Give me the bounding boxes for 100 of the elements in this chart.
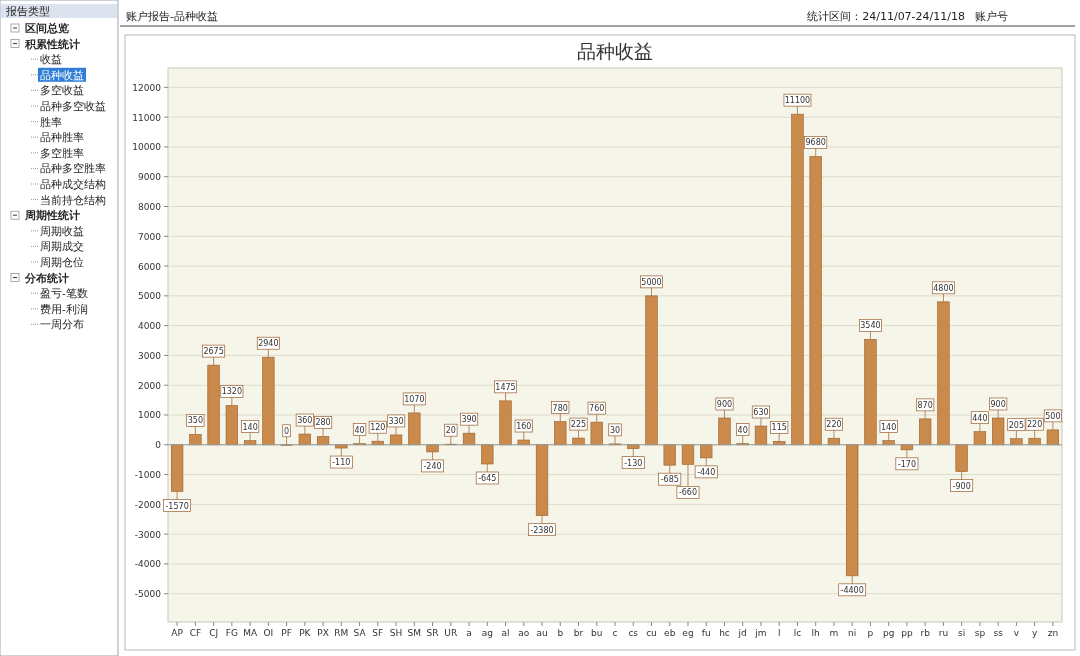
data-label: 440	[972, 413, 988, 423]
x-tick-label: m	[829, 628, 839, 638]
x-tick-label: eg	[682, 628, 694, 638]
y-tick-label: 11000	[132, 112, 162, 123]
y-tick-label: -4000	[134, 559, 162, 570]
data-label: 900	[716, 399, 733, 409]
data-label: 140	[881, 422, 897, 432]
x-tick-label: cu	[646, 628, 657, 638]
data-label: 120	[370, 423, 386, 433]
text: 品种收益	[40, 68, 84, 81]
data-label: 9680	[805, 138, 826, 148]
y-tick-label: -1000	[134, 470, 162, 481]
text: 账户号	[975, 10, 1008, 23]
data-label: -645	[478, 473, 497, 483]
text: 多空胜率	[40, 146, 84, 159]
x-tick-label: CF	[189, 628, 202, 638]
data-label: -660	[678, 488, 698, 498]
x-tick-label: y	[1031, 628, 1038, 638]
x-tick-label: bu	[591, 628, 603, 638]
data-label: 4800	[933, 283, 954, 293]
data-label: 330	[388, 416, 404, 426]
data-label: -2380	[530, 525, 554, 535]
data-label: 780	[552, 403, 568, 413]
text: 周期成交	[40, 240, 84, 253]
y-tick-label: 5000	[138, 291, 162, 302]
data-label: 360	[297, 416, 313, 426]
x-tick-label: SA	[353, 628, 367, 638]
text: 区间总览	[25, 22, 69, 34]
y-tick-label: 0	[155, 440, 162, 451]
x-tick-label: ss	[993, 628, 1004, 638]
x-tick-label: PK	[299, 628, 312, 638]
data-label: 30	[609, 425, 621, 435]
text: 品种胜率	[40, 131, 84, 144]
x-tick-label: pp	[901, 628, 913, 638]
x-tick-label: FG	[225, 628, 238, 638]
text: 周期性统计	[24, 209, 80, 222]
x-tick-label: v	[1013, 628, 1020, 638]
data-label: 160	[516, 422, 532, 432]
x-tick-label: l	[777, 628, 781, 638]
data-label: -170	[897, 459, 916, 469]
x-tick-label: hc	[719, 628, 730, 638]
text: 统计区间：24/11/07-24/11/18	[807, 10, 965, 23]
x-tick-label: CJ	[209, 628, 219, 638]
data-label: 225	[570, 420, 587, 430]
text: 周期仓位	[40, 256, 84, 268]
y-tick-label: 2000	[138, 380, 162, 391]
data-label: 870	[917, 400, 933, 410]
text: 报告类型	[5, 5, 50, 17]
x-tick-label: ru	[938, 628, 949, 638]
y-tick-label: 12000	[132, 82, 162, 93]
y-tick-label: 4000	[138, 321, 162, 332]
data-label: 2940	[258, 339, 279, 349]
text: 品种成交结构	[40, 178, 106, 190]
x-tick-label: AP	[171, 628, 184, 638]
x-tick-label: SF	[372, 628, 384, 638]
x-tick-label: OI	[263, 628, 274, 638]
y-tick-label: -5000	[134, 589, 162, 600]
data-label: 5000	[641, 277, 662, 287]
text: 多空收益	[40, 84, 84, 97]
x-tick-label: rb	[920, 628, 931, 638]
y-tick-label: 1000	[138, 410, 162, 421]
x-tick-label: SR	[426, 628, 439, 638]
y-tick-label: 10000	[132, 142, 162, 153]
data-label: 1070	[404, 394, 425, 404]
text: 费用-利润	[40, 302, 88, 315]
y-tick-label: 9000	[138, 172, 162, 183]
x-tick-label: ni	[848, 628, 857, 638]
data-label: 220	[1026, 420, 1043, 430]
x-tick-label: zn	[1047, 628, 1059, 638]
x-tick-label: al	[501, 628, 510, 638]
data-label: 2675	[203, 347, 224, 357]
data-label: -440	[697, 467, 716, 477]
data-label: -685	[660, 475, 679, 485]
data-label: 140	[242, 422, 258, 432]
data-label: 1475	[495, 382, 516, 392]
data-label: 3540	[860, 321, 881, 331]
x-tick-label: au	[536, 628, 548, 638]
data-label: 500	[1045, 411, 1061, 421]
data-label: 0	[284, 426, 290, 436]
x-tick-label: c	[612, 628, 618, 638]
x-tick-label: ag	[481, 628, 493, 638]
x-tick-label: cs	[628, 628, 639, 638]
data-label: 40	[354, 425, 365, 435]
y-tick-label: 7000	[138, 231, 162, 242]
x-tick-label: UR	[444, 628, 458, 638]
data-label: 350	[187, 416, 204, 426]
text: 周期收益	[40, 224, 84, 237]
x-tick-label: pg	[882, 628, 895, 638]
x-tick-label: SH	[389, 628, 403, 638]
data-label: 1320	[221, 387, 243, 397]
data-label: 40	[737, 425, 748, 435]
x-tick-label: fu	[701, 628, 711, 638]
data-label: 220	[826, 420, 842, 430]
text: 一周分布	[40, 318, 84, 331]
data-label: -1570	[165, 501, 189, 511]
x-tick-label: lh	[811, 628, 820, 638]
x-tick-label: jm	[754, 628, 767, 638]
text: 品种多空收益	[40, 100, 106, 112]
data-label: -110	[332, 458, 351, 468]
x-tick-label: a	[466, 628, 472, 638]
